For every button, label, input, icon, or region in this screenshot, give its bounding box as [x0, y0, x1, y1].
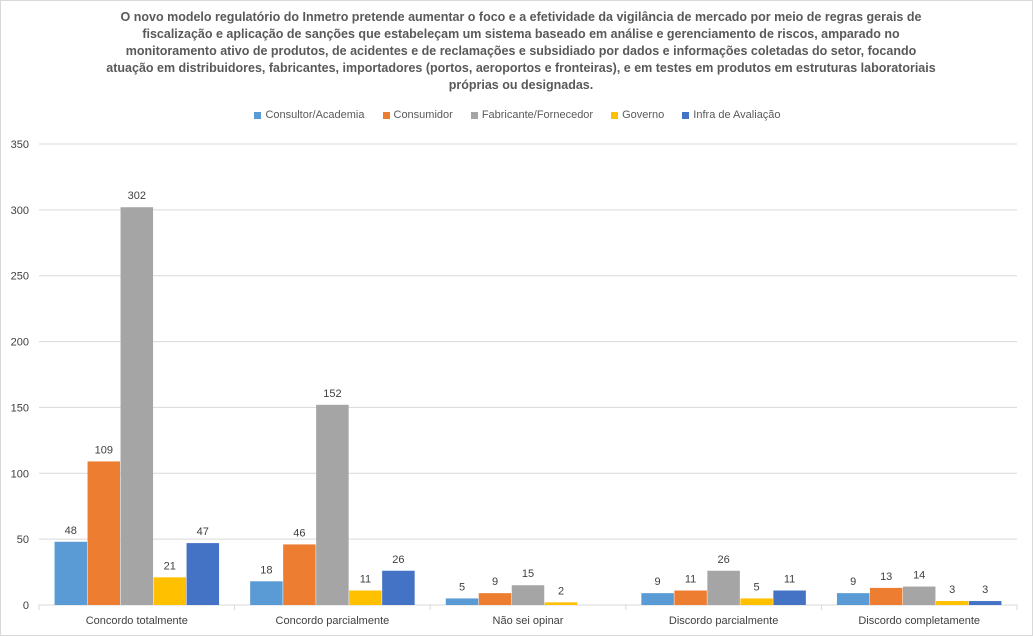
y-tick-label: 350 — [11, 139, 29, 151]
data-label: 18 — [260, 564, 272, 576]
data-label: 48 — [65, 525, 77, 537]
data-label: 152 — [323, 388, 341, 400]
bar — [641, 593, 674, 605]
data-label: 9 — [850, 576, 856, 588]
legend-swatch — [470, 111, 478, 119]
x-tick-label: Discordo parcialmente — [669, 615, 778, 627]
legend-label: Consultor/Academia — [265, 109, 365, 121]
bar — [283, 544, 316, 605]
data-label: 11 — [360, 574, 371, 586]
legend-item: Governo — [611, 109, 664, 121]
data-label: 109 — [95, 444, 113, 456]
bar — [544, 602, 578, 605]
data-label: 26 — [392, 554, 404, 566]
bar — [478, 593, 512, 605]
bar — [836, 593, 870, 605]
bar — [382, 570, 415, 605]
bar — [968, 601, 1002, 605]
y-tick-label: 200 — [11, 337, 29, 349]
legend-item: Consultor/Academia — [254, 109, 365, 121]
data-label: 15 — [522, 568, 534, 580]
x-tick-label: Concordo parcialmente — [276, 615, 390, 627]
x-tick-label: Concordo totalmente — [86, 615, 188, 627]
legend: Consultor/Academia Consumidor Fabricante/F… — [1, 109, 1032, 121]
legend-swatch — [254, 111, 262, 119]
bar — [707, 570, 740, 605]
bar — [674, 590, 707, 605]
legend-item: Fabricante/Fornecedor — [470, 109, 594, 121]
data-label: 21 — [164, 560, 176, 572]
legend-item: Infra de Avaliação — [682, 109, 781, 121]
legend-swatch — [611, 111, 619, 119]
bar — [186, 543, 220, 605]
data-label: 5 — [754, 581, 760, 593]
y-tick-label: 50 — [17, 534, 29, 546]
x-tick-label: Não sei opinar — [493, 615, 564, 627]
legend-swatch — [382, 111, 390, 119]
data-label: 5 — [459, 581, 465, 593]
data-label: 26 — [717, 554, 729, 566]
data-label: 13 — [880, 571, 892, 583]
bar — [511, 585, 545, 605]
data-label: 9 — [655, 576, 661, 588]
bar — [153, 577, 187, 605]
data-label: 2 — [558, 585, 564, 597]
x-tick-label: Discordo completamente — [858, 615, 980, 627]
bar — [773, 590, 806, 605]
y-tick-label: 100 — [11, 468, 29, 480]
y-tick-label: 250 — [11, 271, 29, 283]
legend-swatch — [682, 111, 690, 119]
y-tick-label: 150 — [11, 402, 29, 414]
data-label: 46 — [293, 527, 305, 539]
data-label: 11 — [784, 574, 795, 586]
data-label: 3 — [949, 584, 955, 596]
bar — [54, 541, 88, 605]
y-tick-label: 300 — [11, 205, 29, 217]
data-label: 14 — [913, 570, 925, 582]
bar — [120, 207, 154, 606]
bar — [740, 598, 773, 605]
legend-label: Consumidor — [393, 109, 453, 121]
legend-label: Infra de Avaliação — [693, 109, 781, 121]
data-label: 47 — [197, 526, 209, 538]
bar — [869, 587, 903, 605]
chart-title: O novo modelo regulatório do Inmetro pre… — [106, 10, 936, 92]
bar — [349, 590, 382, 605]
bar — [935, 601, 969, 605]
data-label: 11 — [685, 574, 696, 586]
bar — [87, 461, 121, 605]
bar — [902, 586, 936, 605]
data-label: 9 — [492, 576, 498, 588]
data-label: 302 — [128, 190, 146, 202]
legend-label: Governo — [622, 109, 665, 121]
bar — [445, 598, 479, 605]
data-label: 3 — [982, 584, 988, 596]
bar — [250, 581, 283, 605]
y-tick-label: 0 — [23, 600, 29, 612]
legend-item: Consumidor — [382, 109, 453, 121]
legend-label: Fabricante/Fornecedor — [481, 109, 594, 121]
bar — [316, 404, 349, 605]
